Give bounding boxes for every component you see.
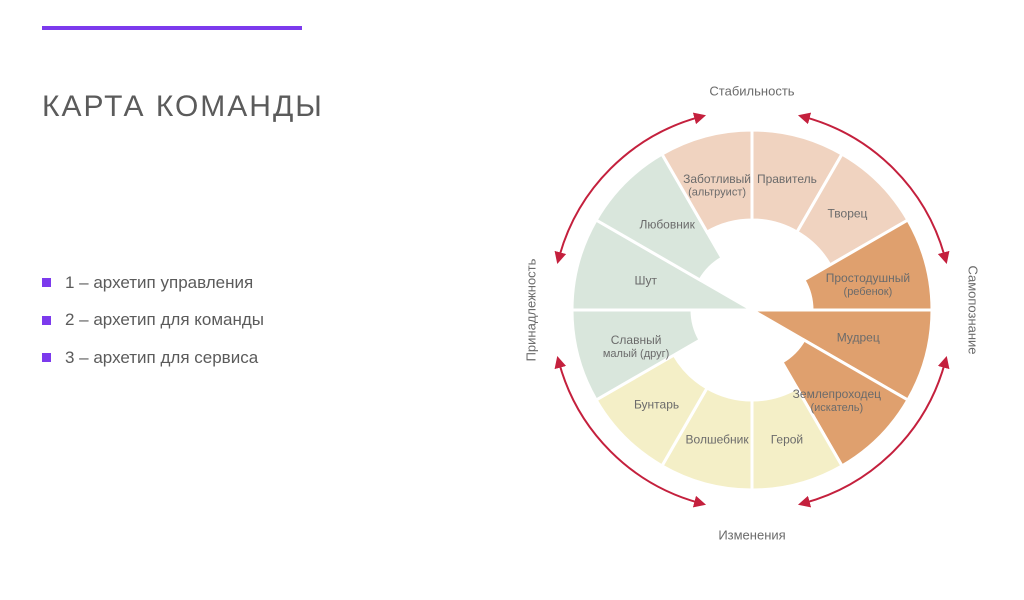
slide: КАРТА КОМАНДЫ 1 – архетип управления 2 –… bbox=[0, 30, 1024, 574]
quadrant-label: Стабильность bbox=[709, 83, 794, 98]
page-title: КАРТА КОМАНДЫ bbox=[42, 90, 472, 124]
segment-label: Правитель bbox=[757, 172, 817, 186]
segment-label: Бунтарь bbox=[634, 398, 679, 412]
segment-label: Землепроходец bbox=[793, 387, 882, 401]
left-panel: КАРТА КОМАНДЫ 1 – архетип управления 2 –… bbox=[0, 30, 472, 574]
segment-sublabel: (искатель) bbox=[810, 402, 863, 414]
bullet-list: 1 – архетип управления 2 – архетип для к… bbox=[42, 264, 472, 376]
list-item: 1 – архетип управления bbox=[42, 264, 472, 301]
segment-label: Любовник bbox=[639, 217, 695, 231]
segment-label: Простодушный bbox=[826, 271, 910, 285]
bullet-text: 2 – архетип для команды bbox=[65, 301, 264, 338]
segment-sublabel: (альтруист) bbox=[688, 187, 746, 199]
right-panel: Правитель Творец Простодушный(ребенок) Мудр… bbox=[472, 30, 1024, 574]
segment-label: Герой bbox=[771, 433, 803, 447]
segment-label: Мудрец bbox=[837, 331, 880, 345]
quadrant-label: Самопознание bbox=[966, 265, 981, 354]
bullet-text: 1 – архетип управления bbox=[65, 264, 253, 301]
segment-label: Творец bbox=[827, 207, 867, 221]
quadrant-label: Принадлежность bbox=[523, 258, 538, 361]
bullet-text: 3 – архетип для сервиса bbox=[65, 339, 258, 376]
segment-label: Славный bbox=[611, 333, 662, 347]
archetype-wheel: Правитель Творец Простодушный(ребенок) Мудр… bbox=[492, 50, 1024, 580]
list-item: 2 – архетип для команды bbox=[42, 301, 472, 338]
segment-label: Заботливый bbox=[683, 172, 751, 186]
list-item: 3 – архетип для сервиса bbox=[42, 339, 472, 376]
segment-label: Шут bbox=[634, 274, 657, 288]
segment-sublabel: (ребенок) bbox=[844, 286, 893, 298]
segment-label: Волшебник bbox=[686, 433, 750, 447]
quadrant-label: Изменения bbox=[718, 527, 785, 542]
segment-sublabel: малый (друг) bbox=[603, 348, 669, 360]
